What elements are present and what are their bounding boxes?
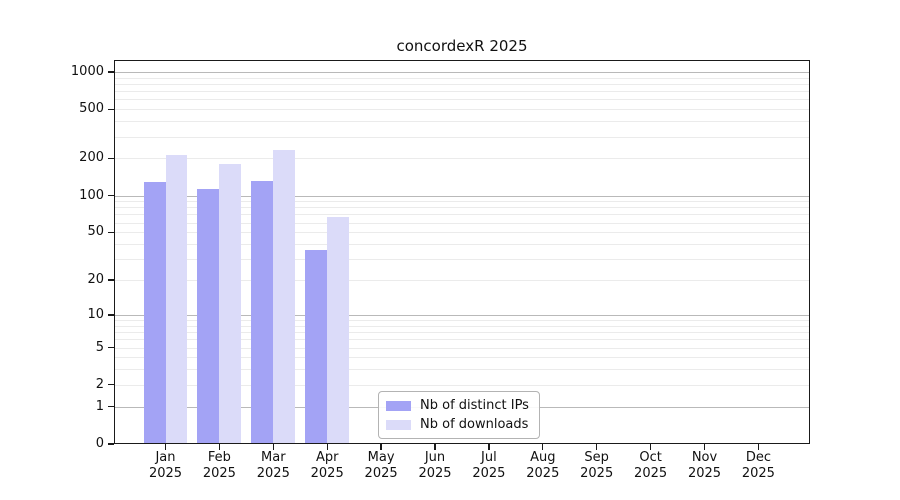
y-tick-label-1000: 1000 [70,63,104,79]
bar-distinct-ips-feb [197,188,220,444]
x-tick-mark [164,444,167,450]
y-tick-mark [108,157,114,160]
gridline-minor [114,325,810,327]
plot-area: Nb of distinct IPs Nb of downloads [114,60,810,444]
gridline-minor [114,320,810,321]
gridline-minor [114,201,810,203]
y-tick-label-2: 2 [95,376,104,392]
x-tick-mark [703,444,706,450]
x-tick-label-jan: Jan 2025 [148,450,183,481]
x-tick-mark [649,444,652,450]
bar-downloads-jan [165,155,187,444]
y-tick-label-10: 10 [87,306,104,322]
gridline-minor [114,244,810,245]
gridline-minor [114,207,810,209]
x-tick-mark [326,444,328,450]
bar-distinct-ips-mar [251,181,274,444]
gridline-major [114,195,810,197]
chart-title: concordexR 2025 [396,37,528,55]
gridline-minor [114,83,810,85]
x-tick-label-aug: Aug 2025 [526,450,560,481]
x-tick-label-mar: Mar 2025 [256,450,290,481]
bar-downloads-apr [327,216,349,444]
legend: Nb of distinct IPs Nb of downloads [378,391,540,439]
x-tick-label-jul: Jul 2025 [472,450,506,481]
y-tick-label-500: 500 [79,101,104,117]
x-tick-label-may: May 2025 [364,450,398,481]
y-tick-mark [108,346,114,349]
gridline-minor [114,232,810,234]
y-tick-label-0: 0 [95,436,104,451]
gridline-minor [114,222,810,224]
x-tick-label-apr: Apr 2025 [310,450,344,481]
y-tick-label-20: 20 [87,272,104,287]
y-tick-mark [108,443,114,445]
gridline-minor [114,369,810,371]
gridline-minor [114,280,810,281]
x-tick-mark [380,444,382,450]
legend-item-downloads: Nb of downloads [386,417,529,432]
x-tick-label-jun: Jun 2025 [418,450,452,481]
x-tick-label-dec: Dec 2025 [741,450,775,481]
x-tick-label-nov: Nov 2025 [687,450,722,481]
x-tick-label-sep: Sep 2025 [580,450,614,481]
y-tick-mark [108,279,114,281]
x-tick-mark [272,444,274,450]
y-tick-mark [108,231,114,233]
y-tick-mark [108,406,114,408]
x-tick-mark [218,444,221,450]
x-tick-mark [596,444,598,450]
gridline-minor [114,136,810,138]
gridline-minor [114,121,810,123]
y-tick-mark [108,314,114,316]
gridline-minor [114,109,810,111]
bar-distinct-ips-apr [305,249,328,444]
y-tick-label-1: 1 [95,398,104,414]
legend-label-distinct-ips: Nb of distinct IPs [420,398,529,413]
gridline-major [114,71,810,73]
gridline-minor [114,99,810,101]
x-tick-mark [488,444,490,450]
x-tick-label-oct: Oct 2025 [634,450,668,481]
legend-swatch-downloads-icon [386,419,411,430]
y-tick-mark [108,194,114,197]
y-tick-mark [108,384,114,386]
legend-label-downloads: Nb of downloads [420,417,529,432]
gridline-minor [114,158,810,160]
gridline-major [114,314,810,316]
y-tick-label-100: 100 [79,187,104,203]
y-tick-label-50: 50 [87,224,104,240]
x-tick-label-feb: Feb 2025 [202,450,236,481]
y-tick-mark [108,71,114,73]
x-tick-mark [434,444,436,450]
gridline-minor [114,214,810,216]
x-tick-mark [757,444,760,450]
gridline-minor [114,384,810,386]
legend-item-distinct-ips: Nb of distinct IPs [386,398,529,413]
gridline-minor [114,357,810,359]
gridline-minor [114,77,810,79]
bar-distinct-ips-jan [143,181,166,444]
gridline-minor [114,347,810,349]
gridline-minor [114,259,810,261]
gridline-minor [114,339,810,341]
bar-downloads-mar [273,150,295,444]
gridline-minor [114,332,810,333]
x-tick-mark [542,444,544,450]
legend-swatch-distinct-ips-icon [386,400,411,411]
y-tick-label-5: 5 [95,339,104,355]
y-tick-mark [108,108,114,110]
bar-downloads-feb [219,164,241,444]
gridline-minor [114,91,810,93]
y-tick-label-200: 200 [79,150,104,166]
